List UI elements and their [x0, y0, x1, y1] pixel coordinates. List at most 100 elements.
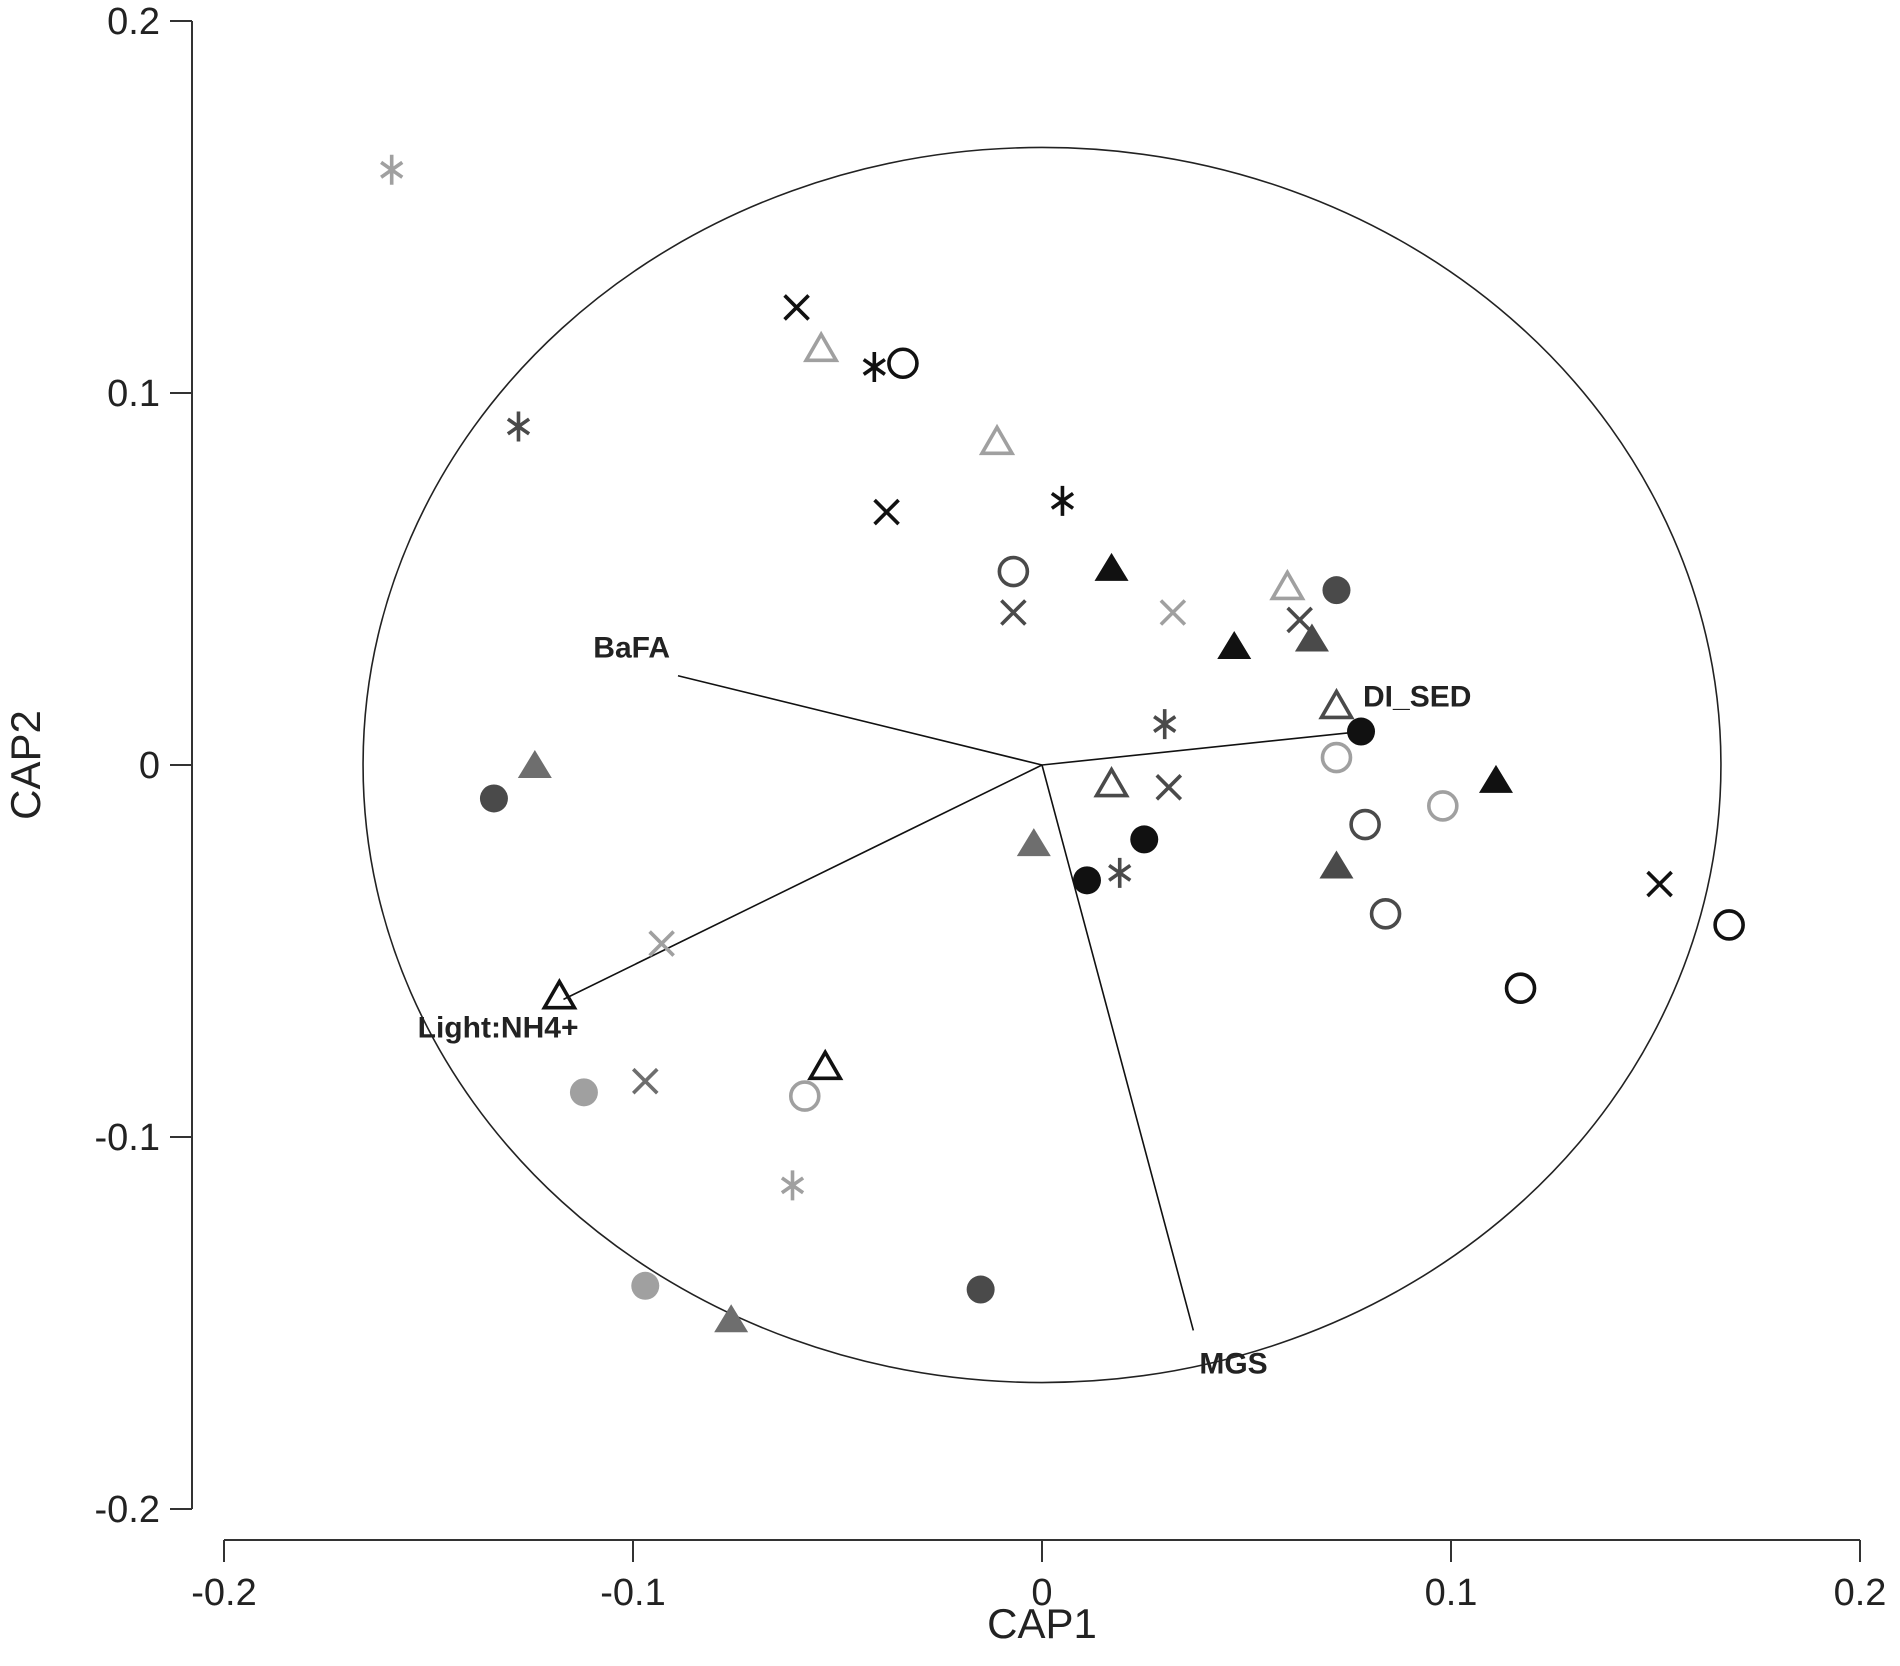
point-triangle-filled-gray — [517, 750, 552, 778]
point-shape — [714, 1304, 749, 1333]
point-shape — [1320, 741, 1353, 774]
point-shape — [1153, 709, 1177, 740]
point-shape — [1347, 717, 1376, 746]
point-shape — [887, 347, 919, 380]
point-triangle-open-black — [807, 1048, 844, 1081]
point-triangle-open-lightgray — [1269, 568, 1306, 601]
point-cross-darkgray — [1286, 606, 1313, 634]
vector-line — [563, 764, 1043, 1001]
x-tick-label: -0.1 — [600, 1572, 665, 1614]
labels-layer: BaFA DI_SED Light:NH4+ MGS — [418, 632, 1472, 1381]
y-axis-title: CAP2 — [2, 710, 49, 820]
point-circle-filled-black — [1130, 825, 1159, 854]
point-cross-lightgray — [1159, 599, 1187, 626]
x-tick-label: -0.2 — [191, 1572, 256, 1614]
point-circle-filled-black — [1072, 866, 1101, 895]
point-circle-open-darkgray — [1369, 897, 1402, 930]
point-triangle-filled-darkgray — [1294, 623, 1329, 652]
point-circle-open-lightgray — [1320, 741, 1353, 774]
point-shape — [1478, 764, 1513, 793]
correlation-circle — [362, 146, 1722, 1384]
vector-line — [677, 674, 1043, 766]
point-asterisk-darkgray — [1108, 857, 1132, 888]
point-cross-black — [783, 294, 810, 321]
point-shape — [1072, 866, 1101, 895]
vectors-layer — [563, 674, 1362, 1331]
point-cross-gray — [631, 1067, 659, 1095]
x-axis-title: CAP1 — [987, 1600, 1097, 1647]
x-tick-label: 0 — [1031, 1572, 1052, 1614]
point-asterisk-lightgray — [380, 154, 404, 185]
point-circle-filled-darkgray — [1322, 576, 1351, 605]
point-circle-open-lightgray — [788, 1080, 821, 1112]
point-shape — [541, 978, 578, 1010]
point-asterisk-lightgray — [780, 1170, 805, 1201]
point-shape — [1094, 552, 1129, 581]
point-shape — [1130, 825, 1159, 854]
point-shape — [1000, 599, 1027, 626]
point-triangle-open-lightgray — [978, 423, 1016, 456]
y-tick-label: -0.1 — [95, 1117, 160, 1159]
point-asterisk-black — [862, 351, 886, 382]
point-shape — [978, 423, 1016, 456]
point-shape — [506, 411, 531, 442]
point-shape — [1286, 606, 1313, 634]
point-shape — [569, 1078, 598, 1107]
y-tick-label: 0 — [139, 745, 160, 787]
point-cross-lightgray — [648, 930, 675, 957]
point-shape — [1093, 765, 1130, 798]
point-circle-open-black — [887, 347, 919, 380]
point-asterisk-darkgray — [1153, 709, 1177, 740]
point-circle-open-darkgray — [1349, 808, 1381, 841]
x-tick-label: 0.1 — [1425, 1572, 1478, 1614]
point-shape — [1050, 485, 1075, 516]
x-tick-label: 0.2 — [1834, 1572, 1887, 1614]
point-shape — [631, 1067, 659, 1095]
vector-label: BaFA — [593, 632, 670, 665]
point-triangle-filled-black — [1478, 764, 1513, 793]
point-cross-black — [873, 498, 900, 526]
point-shape — [1319, 850, 1354, 879]
point-triangle-filled-black — [1217, 630, 1252, 659]
point-shape — [1269, 568, 1306, 601]
vector-line — [1041, 730, 1362, 766]
point-shape — [517, 750, 552, 778]
point-shape — [1322, 576, 1351, 605]
point-shape — [648, 930, 675, 957]
point-shape — [1217, 630, 1252, 659]
point-shape — [788, 1080, 821, 1112]
point-shape — [1369, 897, 1402, 930]
point-shape — [1318, 687, 1355, 720]
point-circle-open-black — [1713, 909, 1745, 941]
vector-label: MGS — [1199, 1347, 1267, 1380]
vector-line — [1041, 764, 1195, 1331]
point-shape — [780, 1170, 805, 1201]
point-cross-darkgray — [1155, 774, 1183, 801]
point-circle-open-black — [1504, 972, 1537, 1005]
points-layer — [380, 154, 1745, 1333]
point-triangle-open-darkgray — [1093, 765, 1130, 798]
point-shape — [873, 498, 900, 526]
point-shape — [803, 330, 840, 363]
y-tick-label: 0.1 — [107, 373, 160, 415]
vector-label: DI_SED — [1363, 681, 1471, 714]
point-shape — [380, 154, 404, 185]
point-shape — [1349, 808, 1381, 841]
point-circle-open-lightgray — [1427, 790, 1459, 822]
point-shape — [966, 1275, 995, 1304]
point-triangle-open-darkgray — [1318, 687, 1355, 720]
point-triangle-open-black — [541, 978, 578, 1010]
point-circle-filled-lightgray — [569, 1078, 598, 1107]
point-asterisk-darkgray — [506, 411, 531, 442]
point-circle-filled-lightgray — [631, 1271, 660, 1300]
point-shape — [1504, 972, 1537, 1005]
point-shape — [1016, 828, 1051, 857]
point-triangle-filled-gray — [1016, 828, 1051, 857]
point-shape — [1294, 623, 1329, 652]
point-shape — [1646, 870, 1673, 898]
y-tick-label: 0.2 — [107, 1, 160, 43]
point-shape — [997, 555, 1030, 588]
y-tick-label: -0.2 — [95, 1489, 160, 1531]
point-triangle-filled-gray — [714, 1304, 749, 1333]
